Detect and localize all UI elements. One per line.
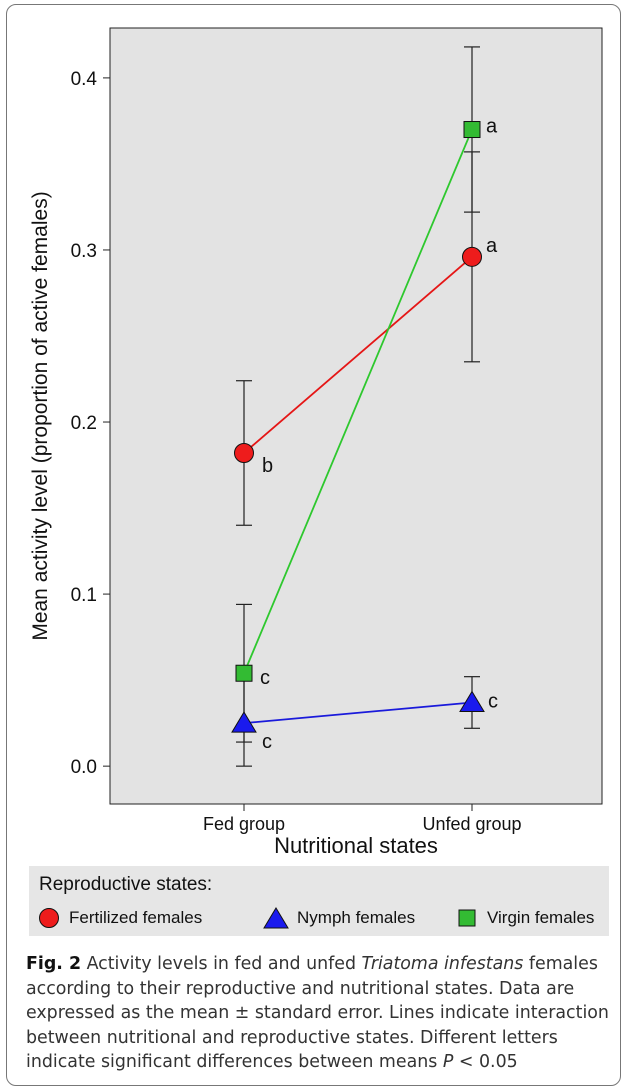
plot-area — [109, 27, 603, 805]
x-axis-label: Nutritional states — [274, 833, 438, 858]
significance-letter: c — [262, 731, 272, 753]
point-virgin-females — [463, 121, 481, 139]
figure-caption: Fig. 2 Activity levels in fed and unfed … — [26, 952, 611, 1075]
y-axis-label: Mean activity level (proportion of activ… — [29, 191, 52, 640]
y-tick-label: 0.1 — [71, 585, 97, 606]
series-layer: b a c c c a — [231, 46, 498, 767]
point-fertilized-females — [234, 442, 254, 463]
p-threshold: < 0.05 — [453, 1052, 518, 1073]
caption-text-2: females according to their reproductive … — [26, 954, 609, 1073]
legend-item-nymph: Nymph females — [263, 906, 415, 930]
caption-text-1: Activity levels in fed and unfed — [81, 954, 362, 974]
legend-label-nymph: Nymph females — [297, 908, 416, 927]
square-marker-icon — [458, 909, 476, 927]
x-tick-label: Unfed group — [422, 814, 521, 834]
significance-letter: b — [262, 455, 273, 477]
legend-label-fertilized: Fertilized females — [69, 908, 203, 927]
triangle-marker-icon — [263, 907, 289, 929]
chart: 0.0 0.1 0.2 0.3 0.4 Fed group Unfed group b a c… — [29, 27, 603, 858]
y-axis: 0.0 0.1 0.2 0.3 0.4 — [71, 69, 110, 778]
point-fertilized-females — [462, 246, 482, 267]
legend-item-virgin: Virgin females — [455, 906, 594, 930]
significance-letter: a — [486, 116, 498, 138]
series-line-fertilized-females — [243, 256, 473, 454]
figure-number: Fig. 2 — [26, 954, 82, 974]
x-tick-label: Fed group — [203, 814, 285, 834]
p-symbol: P — [442, 1052, 454, 1073]
significance-letter: c — [260, 667, 270, 689]
significance-letter: a — [486, 235, 498, 257]
y-tick-label: 0.3 — [71, 241, 97, 262]
legend: Reproductive states: Fertilized females … — [29, 866, 609, 936]
series-line-nymph-females — [243, 701, 473, 725]
species-name: Triatoma infestans — [361, 954, 524, 974]
y-tick-label: 0.2 — [71, 413, 97, 434]
y-tick-label: 0.4 — [71, 69, 98, 90]
legend-label-virgin: Virgin females — [487, 908, 595, 927]
y-tick-label: 0.0 — [71, 757, 97, 778]
legend-title: Reproductive states: — [39, 874, 213, 895]
point-nymph-females — [459, 690, 485, 712]
circle-marker-icon — [39, 908, 59, 928]
legend-item-fertilized: Fertilized females — [37, 906, 202, 930]
x-axis: Fed group Unfed group — [203, 804, 522, 834]
significance-letter: c — [488, 690, 498, 712]
series-line-virgin-females — [243, 129, 473, 674]
point-nymph-females — [231, 711, 257, 733]
figure-frame — [6, 4, 621, 1086]
point-virgin-females — [235, 664, 253, 682]
